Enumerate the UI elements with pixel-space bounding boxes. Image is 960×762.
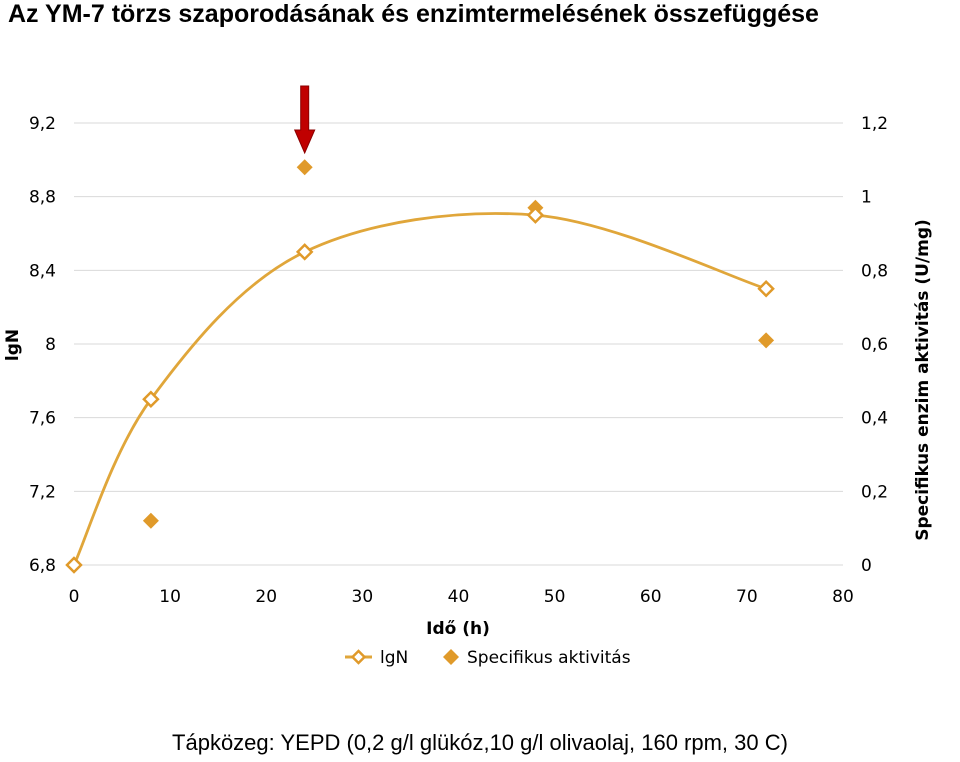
y-left-tick-label: 6,8 <box>29 556 56 576</box>
lgn-point <box>757 279 775 298</box>
x-tick-label: 80 <box>832 587 854 607</box>
x-tick-label: 10 <box>159 587 181 607</box>
y-right-tick-label: 0,4 <box>861 409 888 429</box>
x-tick-label: 50 <box>544 587 566 607</box>
lgn-point <box>142 390 160 409</box>
y-right-tick-label: 0,6 <box>861 335 888 355</box>
x-tick-label: 40 <box>448 587 470 607</box>
y-right-tick-label: 1 <box>861 188 872 208</box>
activity-point <box>142 512 159 529</box>
y-right-tick-label: 0,2 <box>861 482 888 502</box>
y-left-tick-label: 9,2 <box>29 114 56 134</box>
red-arrow <box>293 85 316 155</box>
chart-title: Az YM-7 törzs szaporodásának és enzimter… <box>8 0 819 28</box>
lgn-point <box>295 243 314 261</box>
activity-point <box>296 159 313 176</box>
grid <box>74 122 843 566</box>
y-right-axis-ticks: 0 0,2 0,4 0,6 0,8 1 1,2 <box>861 114 888 576</box>
y-left-axis-ticks: 6,8 7,2 7,6 8 8,4 8,8 9,2 <box>29 114 56 576</box>
x-tick-label: 60 <box>640 587 662 607</box>
chart: 0 10 20 30 40 50 60 70 80 6,87,27,688,48,89,2 00… <box>3 85 933 668</box>
plot-series <box>65 159 775 574</box>
y-left-tick-label: 7,6 <box>29 409 56 429</box>
x-axis-ticks: 0 10 20 30 40 50 60 70 80 <box>69 587 854 607</box>
x-tick-label: 0 <box>69 587 80 607</box>
legend-activity-label: Specifikus aktivitás <box>467 648 631 668</box>
legend-activity-marker <box>443 649 459 665</box>
x-tick-label: 30 <box>352 587 374 607</box>
y-left-tick-label: 8,4 <box>29 261 56 281</box>
y-right-tick-label: 0 <box>861 556 872 576</box>
footer-note: Tápközeg: YEPD (0,2 g/l glükóz,10 g/l ol… <box>172 730 788 755</box>
y-left-tick-label: 8,8 <box>29 188 56 208</box>
legend: lgN Specifikus aktivitás <box>345 648 631 668</box>
y-right-tick-label: 0,8 <box>861 261 888 281</box>
y-left-tick-label: 7,2 <box>29 482 56 502</box>
activity-point <box>758 332 775 349</box>
x-tick-label: 70 <box>736 587 758 607</box>
x-tick-label: 20 <box>255 587 277 607</box>
y-right-tick-label: 1,2 <box>861 114 888 134</box>
legend-lgn-label: lgN <box>380 648 408 668</box>
y-left-axis-title: lgN <box>3 329 23 361</box>
lgn-point <box>65 556 83 574</box>
x-axis-title: Idő (h) <box>426 619 490 639</box>
lgn-line <box>72 212 767 566</box>
y-left-tick-label: 8 <box>45 335 56 355</box>
legend-lgn-marker <box>350 649 367 665</box>
annotations <box>293 85 316 155</box>
lgn-point <box>526 206 545 224</box>
y-right-axis-title: Specifikus enzim aktivitás (U/mg) <box>913 219 933 541</box>
